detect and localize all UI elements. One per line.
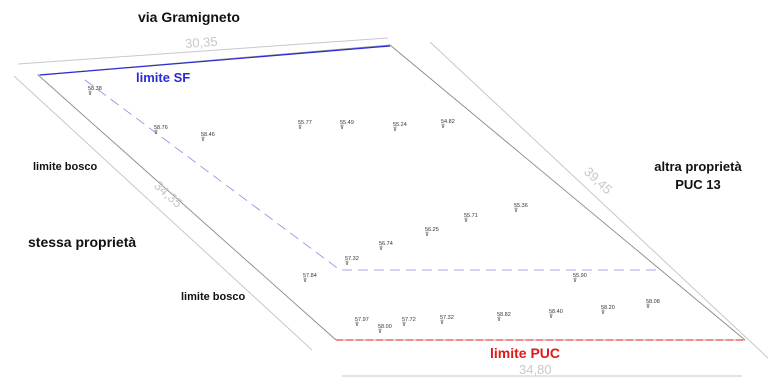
elevation-value: 55.49 (340, 120, 354, 126)
elevation-marker: ⊽ (497, 316, 501, 323)
elevation-marker: ⊽ (355, 321, 359, 328)
elevation-value: 58.00 (378, 324, 392, 330)
elevation-value: 56.74 (379, 241, 393, 247)
dimension-line-top (17, 37, 389, 65)
elevation-value: 58.08 (646, 299, 660, 305)
elevation-point: 57.84⊽ (303, 273, 317, 284)
elevation-point: 58.76⊽ (154, 125, 168, 136)
elevation-point: 54.82⊽ (441, 119, 455, 130)
other-property-label-line1: altra proprietà (654, 159, 742, 174)
elevation-value: 57.84 (303, 273, 317, 279)
elevation-value: 55.36 (514, 203, 528, 209)
elevation-value: 57.32 (345, 256, 359, 262)
elevation-point: 57.32⊽ (345, 256, 359, 267)
dimension-line-left (13, 75, 313, 351)
elevation-value: 55.77 (298, 120, 312, 126)
elevation-marker: ⊽ (379, 245, 383, 252)
street-label: via Gramigneto (138, 9, 240, 25)
elevation-value: 57.72 (402, 317, 416, 323)
elevation-marker: ⊽ (88, 90, 92, 97)
elevation-marker: ⊽ (393, 126, 397, 133)
elevation-point: 58.08⊽ (646, 299, 660, 310)
elevation-point: 56.25⊽ (425, 227, 439, 238)
limit-sf-dashed-line (84, 79, 660, 271)
elevation-point: 57.97⊽ (355, 317, 369, 328)
elevation-point: 58.82⊽ (497, 312, 511, 323)
elevation-marker: ⊽ (573, 277, 577, 284)
elevation-point: 55.90⊽ (573, 273, 587, 284)
same-property-label: stessa proprietà (28, 234, 136, 250)
elevation-marker: ⊽ (378, 328, 382, 335)
elevation-value: 58.76 (154, 125, 168, 131)
parcel-outline (36, 44, 746, 341)
elevation-point: 55.71⊽ (464, 213, 478, 224)
elevation-marker: ⊽ (340, 124, 344, 131)
elevation-point: 58.00⊽ (378, 324, 392, 335)
limit-puc-label: limite PUC (490, 345, 560, 361)
elevation-marker: ⊽ (464, 217, 468, 224)
elevation-value: 58.20 (601, 305, 615, 311)
elevation-point: 57.32⊽ (440, 315, 454, 326)
elevation-value: 58.46 (201, 132, 215, 138)
elevation-point: 58.20⊽ (601, 305, 615, 316)
elevation-value: 55.24 (393, 122, 407, 128)
elevation-marker: ⊽ (345, 260, 349, 267)
elevation-marker: ⊽ (425, 231, 429, 238)
elevation-value: 55.71 (464, 213, 478, 219)
elevation-value: 58.40 (549, 309, 563, 315)
elevation-marker: ⊽ (298, 124, 302, 131)
limit-sf-line (39, 45, 391, 76)
dimension-bottom-text: 34,80 (519, 362, 552, 377)
dimension-line-right (429, 41, 769, 359)
elevation-value: 56.25 (425, 227, 439, 233)
other-property-label-line2: PUC 13 (675, 177, 721, 192)
elevation-value: 54.82 (441, 119, 455, 125)
wood-limit-label-upper: limite bosco (33, 161, 97, 173)
elevation-marker: ⊽ (646, 303, 650, 310)
elevation-point: 57.72⊽ (402, 317, 416, 328)
elevation-point: 58.46⊽ (201, 132, 215, 143)
elevation-value: 57.32 (440, 315, 454, 321)
wood-limit-label-lower: limite bosco (181, 291, 245, 303)
elevation-value: 57.97 (355, 317, 369, 323)
elevation-point: 55.36⊽ (514, 203, 528, 214)
dimension-top-text: 30,35 (185, 34, 219, 51)
elevation-value: 58.38 (88, 86, 102, 92)
elevation-point: 55.49⊽ (340, 120, 354, 131)
elevation-point: 58.40⊽ (549, 309, 563, 320)
elevation-marker: ⊽ (601, 309, 605, 316)
elevation-value: 58.82 (497, 312, 511, 318)
limit-sf-label: limite SF (136, 70, 190, 85)
elevation-point: 58.38⊽ (88, 86, 102, 97)
elevation-marker: ⊽ (402, 321, 406, 328)
elevation-point: 56.74⊽ (379, 241, 393, 252)
elevation-marker: ⊽ (154, 129, 158, 136)
elevation-point: 55.24⊽ (393, 122, 407, 133)
elevation-marker: ⊽ (514, 207, 518, 214)
elevation-point: 55.77⊽ (298, 120, 312, 131)
elevation-marker: ⊽ (303, 277, 307, 284)
elevation-marker: ⊽ (441, 123, 445, 130)
elevation-value: 55.90 (573, 273, 587, 279)
elevation-marker: ⊽ (440, 319, 444, 326)
elevation-marker: ⊽ (201, 136, 205, 143)
elevation-points: 58.38⊽ 58.76⊽ 58.46⊽ 55.77⊽ 55.49⊽ 55.24… (88, 86, 660, 335)
elevation-marker: ⊽ (549, 313, 553, 320)
dimension-right-text: 39,45 (581, 164, 615, 197)
dimension-left-text: 34,35 (151, 178, 185, 211)
